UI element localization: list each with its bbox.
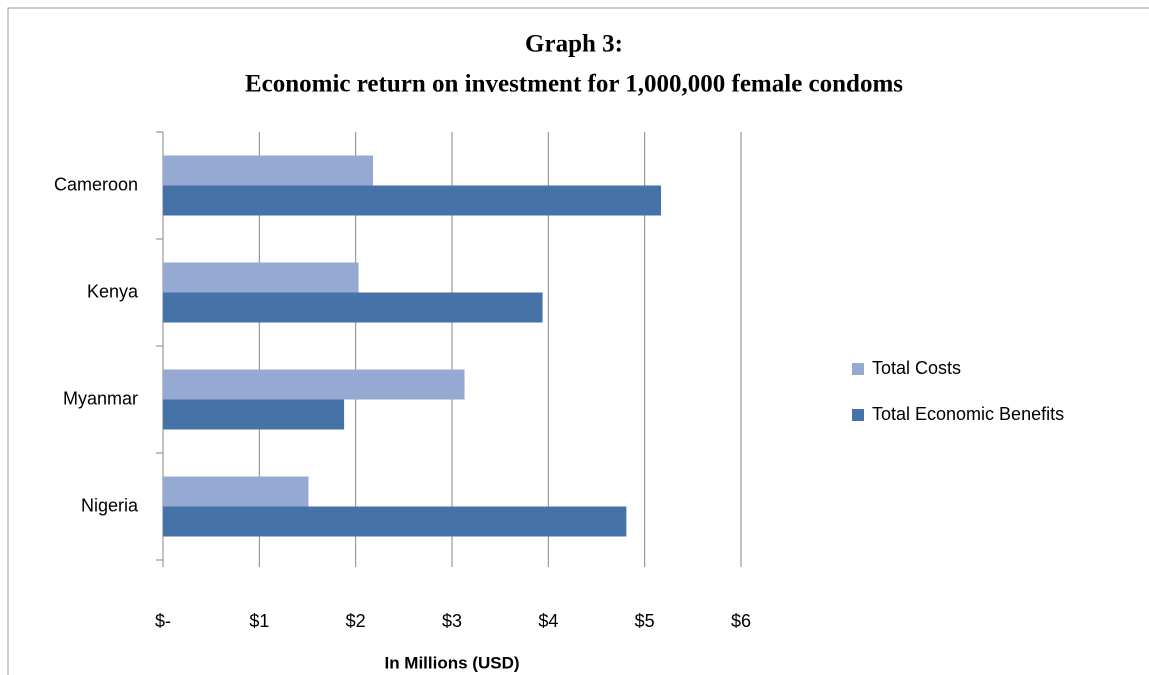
bar bbox=[163, 155, 374, 186]
y-tick-label: Kenya bbox=[87, 281, 139, 301]
x-tick-label: $3 bbox=[442, 611, 462, 631]
legend-label: Total Economic Benefits bbox=[872, 404, 1064, 424]
bar bbox=[163, 185, 662, 216]
x-axis-label: In Millions (USD) bbox=[384, 653, 519, 672]
bar bbox=[163, 506, 627, 537]
x-tick-label: $5 bbox=[635, 611, 655, 631]
x-tick-label: $- bbox=[155, 611, 171, 631]
legend-label: Total Costs bbox=[872, 358, 961, 378]
bar bbox=[163, 369, 465, 400]
y-tick-label: Cameroon bbox=[54, 174, 138, 194]
y-tick-label: Myanmar bbox=[63, 388, 138, 408]
y-tick-label: Nigeria bbox=[81, 495, 139, 515]
chart-title: Graph 3: bbox=[525, 31, 623, 58]
x-tick-label: $6 bbox=[731, 611, 751, 631]
legend-swatch bbox=[852, 363, 864, 375]
bar bbox=[163, 262, 359, 293]
bar bbox=[163, 399, 345, 430]
chart-title: Economic return on investment for 1,000,… bbox=[245, 71, 903, 98]
chart-border bbox=[7, 7, 1149, 675]
x-tick-label: $1 bbox=[249, 611, 269, 631]
x-tick-label: $2 bbox=[346, 611, 366, 631]
bar bbox=[163, 292, 543, 323]
legend-swatch bbox=[852, 409, 864, 421]
bar bbox=[163, 476, 309, 507]
x-tick-label: $4 bbox=[538, 611, 558, 631]
